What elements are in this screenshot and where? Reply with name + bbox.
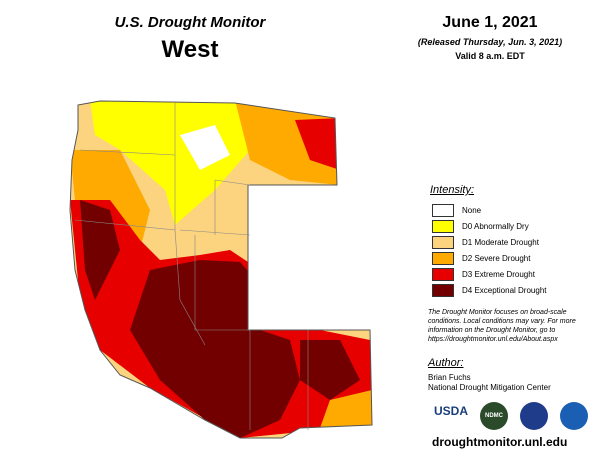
- author: Brian Fuchs National Drought Mitigation …: [428, 373, 551, 393]
- legend-item: D0 Abnormally Dry: [432, 218, 547, 234]
- legend-label: None: [462, 205, 482, 215]
- legend-label: D3 Extreme Drought: [462, 269, 535, 279]
- noaa-logo: [560, 402, 588, 430]
- note: The Drought Monitor focuses on broad-sca…: [428, 309, 576, 343]
- legend-label: D2 Severe Drought: [462, 253, 531, 263]
- legend-swatch: [432, 251, 454, 265]
- legend-swatch: [432, 219, 454, 233]
- map: [69, 100, 373, 439]
- legend-label: D0 Abnormally Dry: [462, 221, 529, 231]
- legend: None D0 Abnormally Dry D1 Moderate Drought…: [432, 202, 547, 298]
- legend-label: D4 Exceptional Drought: [462, 285, 547, 295]
- valid: Valid 8 a.m. EDT: [455, 51, 525, 61]
- legend-swatch: [432, 283, 454, 297]
- legend-item: D3 Extreme Drought: [432, 266, 547, 282]
- legend-swatch: [432, 203, 454, 217]
- region: West: [161, 36, 219, 63]
- released: (Released Thursday, Jun. 3, 2021): [417, 37, 563, 47]
- legend-item: D2 Severe Drought: [432, 250, 547, 266]
- doc-logo: [520, 402, 548, 430]
- author-heading: Author:: [428, 357, 464, 369]
- legend-label: D1 Moderate Drought: [462, 237, 539, 247]
- date: June 1, 2021: [442, 14, 538, 31]
- state-borders: [74, 103, 309, 430]
- legend-swatch: [432, 235, 454, 249]
- legend-item: D1 Moderate Drought: [432, 234, 547, 250]
- legend-title: Intensity:: [430, 184, 475, 196]
- author-org: National Drought Mitigation Center: [428, 383, 551, 392]
- author-name: Brian Fuchs: [428, 373, 471, 382]
- legend-item: D4 Exceptional Drought: [432, 282, 547, 298]
- ndmc-logo: NDMC: [480, 402, 508, 430]
- drought-areas: [70, 101, 372, 438]
- legend-item: None: [432, 202, 547, 218]
- region-outline: [69, 100, 373, 439]
- usda-logo: USDA: [434, 404, 469, 418]
- title: U.S. Drought Monitor: [114, 14, 266, 31]
- legend-swatch: [432, 267, 454, 281]
- website: droughtmonitor.unl.edu: [432, 435, 568, 449]
